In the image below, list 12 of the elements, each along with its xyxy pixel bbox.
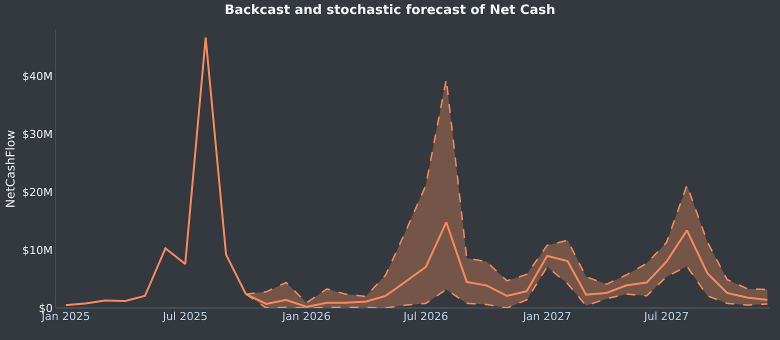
x-tick-label: Jan 2026: [281, 310, 331, 323]
x-tick-label: Jul 2026: [402, 310, 448, 323]
chart-title: Backcast and stochastic forecast of Net Cash: [224, 3, 556, 18]
x-tick-label: Jan 2027: [522, 310, 572, 323]
x-tick-label: Jul 2025: [162, 310, 208, 323]
y-tick-label: $0: [38, 302, 53, 315]
y-tick-label: $40M: [22, 70, 53, 84]
y-axis-title: NetCashFlow: [4, 130, 18, 208]
y-tick-label: $20M: [22, 186, 53, 200]
y-tick-label: $10M: [22, 244, 53, 257]
x-tick-label: Jul 2027: [643, 310, 689, 323]
y-tick-label: $30M: [22, 128, 53, 142]
